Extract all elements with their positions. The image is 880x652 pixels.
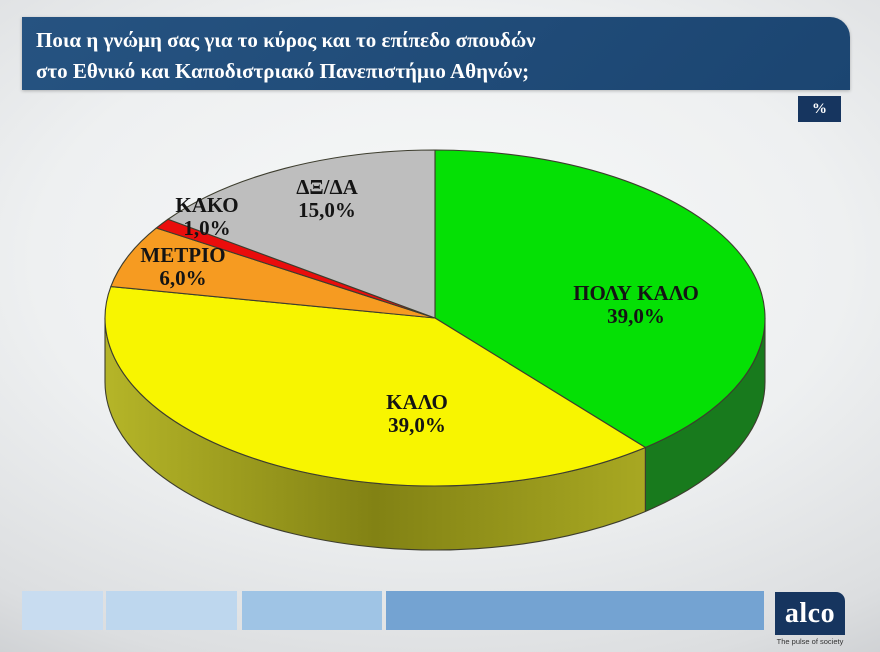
question-text-line2: στο Εθνικό και Καποδιστριακό Πανεπιστήμι… — [36, 59, 530, 83]
footer-bar-segment-2 — [106, 591, 237, 630]
footer-bar-segment-4 — [386, 591, 764, 630]
slice-name: ΚΑΛΟ — [386, 390, 448, 414]
slice-value: 15,0% — [298, 198, 356, 222]
slice-label-metrio: ΜΕΤΡΙΟ 6,0% — [140, 244, 225, 290]
slice-name: ΚΑΚΟ — [175, 193, 239, 217]
question-title-bar: Ποια η γνώμη σας για το κύρος και το επί… — [22, 17, 850, 90]
slice-name: ΜΕΤΡΙΟ — [140, 243, 226, 267]
slice-value: 39,0% — [388, 413, 446, 437]
pie-slice-top-0 — [434, 149, 766, 448]
footer-bar-segment-3 — [242, 591, 382, 630]
slice-value: 6,0% — [159, 266, 207, 290]
alco-logo-text: alco — [784, 597, 836, 629]
percent-unit-badge: % — [798, 96, 841, 122]
pie-slice-top-4 — [167, 149, 436, 319]
slice-value: 1,0% — [183, 216, 231, 240]
slice-label-kalo: ΚΑΛΟ 39,0% — [386, 391, 448, 437]
slice-label-kako: ΚΑΚΟ 1,0% — [175, 194, 238, 240]
slice-value: 39,0% — [607, 304, 665, 328]
slice-label-poly-kalo: ΠΟΛΥ ΚΑΛΟ 39,0% — [573, 282, 699, 328]
slice-label-dxda: ΔΞ/ΔΑ 15,0% — [296, 176, 358, 222]
alco-logo: alco — [775, 592, 845, 635]
pie-slice-top-1 — [104, 285, 646, 487]
slice-name: ΔΞ/ΔΑ — [296, 175, 358, 199]
alco-tagline: The pulse of society — [776, 637, 844, 646]
footer-bar-segment-1 — [22, 591, 103, 630]
question-text-line1: Ποια η γνώμη σας για το κύρος και το επί… — [36, 28, 536, 52]
slice-name: ΠΟΛΥ ΚΑΛΟ — [573, 281, 699, 305]
pie-slice-top-2 — [110, 227, 436, 319]
